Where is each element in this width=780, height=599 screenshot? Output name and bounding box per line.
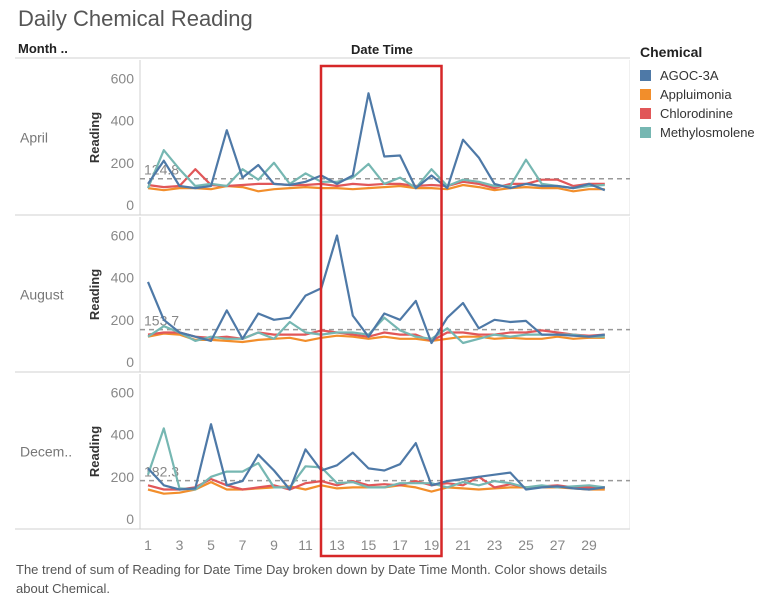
x-tick-label: 15 bbox=[361, 537, 377, 553]
y-tick-label: 200 bbox=[111, 469, 135, 485]
legend: Chemical AGOC-3A Appluimonia Chlorodinin… bbox=[640, 44, 755, 142]
legend-label: AGOC-3A bbox=[660, 68, 719, 83]
series-line-agoc-3a bbox=[146, 234, 605, 345]
x-tick-label: 29 bbox=[581, 537, 597, 553]
legend-title: Chemical bbox=[640, 44, 703, 60]
x-tick-label: 1 bbox=[144, 537, 152, 553]
y-axis-label: Reading bbox=[87, 269, 102, 320]
x-tick-label: 23 bbox=[487, 537, 503, 553]
x-tick-label: 27 bbox=[550, 537, 566, 553]
legend-label: Appluimonia bbox=[660, 87, 732, 102]
legend-swatch bbox=[640, 89, 651, 100]
legend-swatch bbox=[640, 108, 651, 119]
reference-label: 124.8 bbox=[144, 162, 179, 178]
legend-item-methylosmolene[interactable]: Methylosmolene bbox=[640, 123, 755, 142]
x-tick-label: 21 bbox=[455, 537, 471, 553]
x-tick-label: 5 bbox=[207, 537, 215, 553]
y-tick-label: 400 bbox=[111, 113, 135, 129]
month-label-0: April bbox=[20, 130, 48, 146]
y-tick-label: 400 bbox=[111, 270, 135, 286]
legend-swatch bbox=[640, 70, 651, 81]
x-tick-label: 19 bbox=[424, 537, 440, 553]
chart-title: Daily Chemical Reading bbox=[18, 6, 253, 31]
series-line-methylosmolene bbox=[146, 149, 605, 190]
series-line-agoc-3a bbox=[147, 423, 605, 491]
reference-label: 182.3 bbox=[144, 464, 179, 480]
y-tick-label: 200 bbox=[111, 312, 135, 328]
y-tick-label: 600 bbox=[111, 385, 135, 401]
series-line-agoc-3a bbox=[147, 92, 606, 192]
legend-item-appluimonia[interactable]: Appluimonia bbox=[640, 85, 755, 104]
month-label-2: Decem.. bbox=[20, 444, 72, 460]
y-axis-label: Reading bbox=[87, 112, 102, 163]
x-tick-label: 25 bbox=[518, 537, 534, 553]
x-tick-label: 3 bbox=[176, 537, 184, 553]
column-header: Date Time bbox=[351, 42, 413, 57]
x-tick-label: 13 bbox=[329, 537, 345, 553]
y-tick-label: 0 bbox=[126, 354, 134, 370]
y-tick-label: 200 bbox=[111, 155, 135, 171]
month-label-1: August bbox=[20, 287, 64, 303]
legend-swatch bbox=[640, 127, 651, 138]
y-tick-label: 0 bbox=[126, 197, 134, 213]
chart-caption: The trend of sum of Reading for Date Tim… bbox=[16, 562, 608, 596]
chart-area: April Reading 0 200 400 600 124.8 August Reading… bbox=[15, 57, 630, 558]
series-line-chlorodinine bbox=[147, 329, 605, 342]
legend-label: Methylosmolene bbox=[660, 125, 755, 140]
x-tick-label: 9 bbox=[270, 537, 278, 553]
x-tick-label: 11 bbox=[298, 537, 313, 553]
legend-item-agoc-3a[interactable]: AGOC-3A bbox=[640, 66, 755, 85]
y-tick-label: 600 bbox=[111, 228, 135, 244]
legend-item-chlorodinine[interactable]: Chlorodinine bbox=[640, 104, 755, 123]
x-tick-label: 7 bbox=[239, 537, 247, 553]
legend-label: Chlorodinine bbox=[660, 106, 733, 121]
y-tick-label: 600 bbox=[111, 71, 135, 87]
highlight-box bbox=[319, 64, 443, 558]
y-tick-label: 0 bbox=[126, 511, 134, 527]
y-tick-label: 400 bbox=[111, 427, 135, 443]
row-header: Month .. bbox=[18, 41, 68, 56]
y-axis-label: Reading bbox=[87, 426, 102, 477]
series-line-appluimonia bbox=[147, 332, 605, 344]
x-tick-label: 17 bbox=[392, 537, 408, 553]
